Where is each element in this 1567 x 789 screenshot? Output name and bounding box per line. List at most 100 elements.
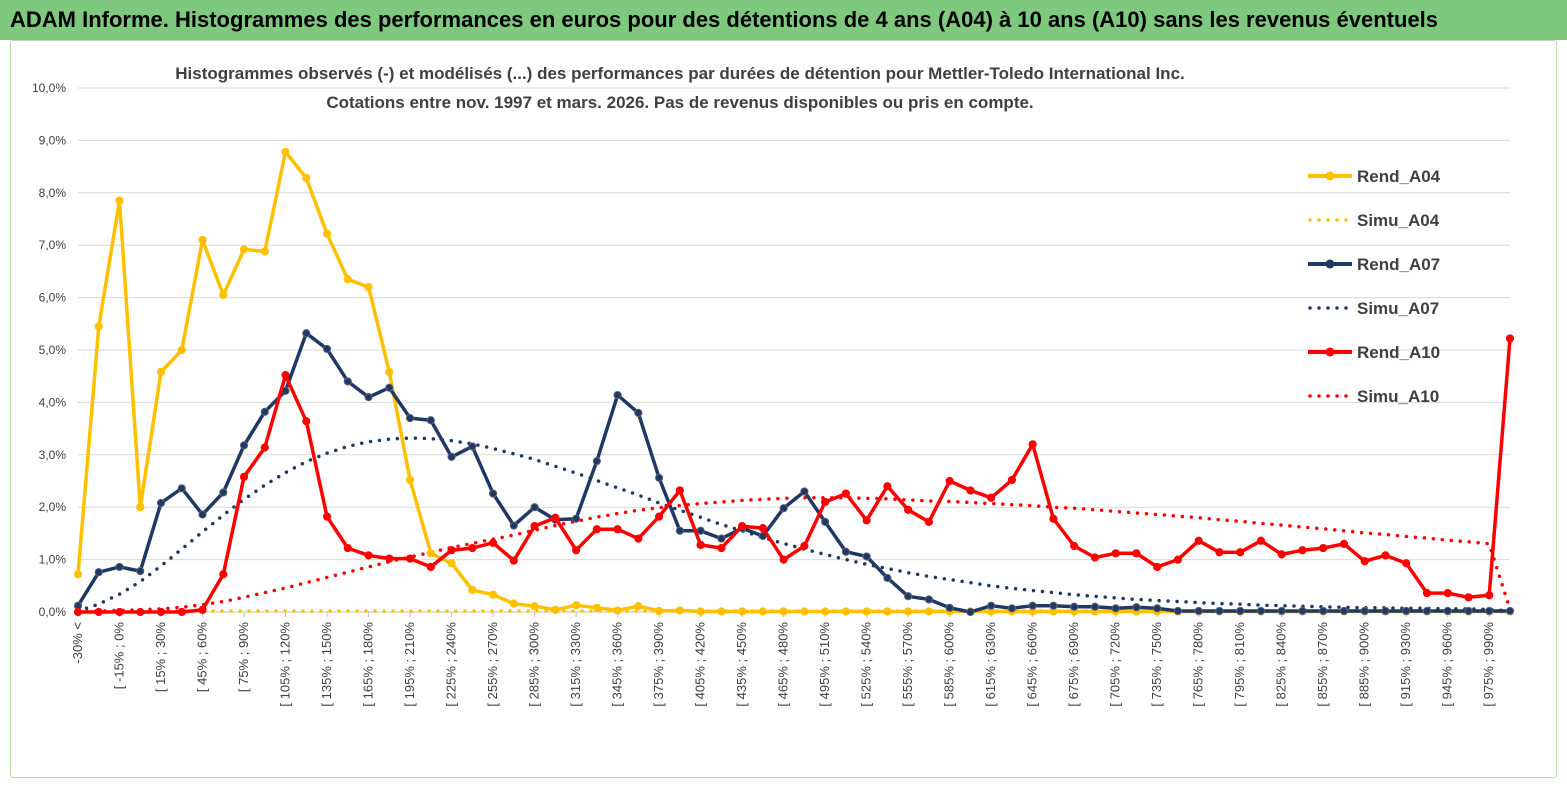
data-point	[488, 489, 498, 498]
data-point	[592, 456, 601, 466]
x-tick-label: [ 105% ; 120%	[278, 622, 293, 707]
data-point	[322, 344, 332, 354]
series-line	[76, 150, 1510, 614]
data-point	[1111, 604, 1120, 613]
data-point	[758, 524, 767, 533]
legend: Rend_A04 Simu_A04 Rend_A07 Simu_A07 Rend_A10…	[1308, 167, 1441, 406]
data-point	[426, 416, 435, 425]
data-point	[1319, 543, 1328, 553]
x-tick-label: [ 135% ; 150%	[319, 622, 334, 707]
data-point	[1422, 589, 1432, 598]
x-tick-label: [ -15% ; 0%	[112, 622, 127, 690]
data-point	[924, 595, 933, 604]
data-point	[841, 547, 850, 556]
data-point	[1194, 536, 1203, 545]
data-point	[302, 174, 311, 183]
data-point	[613, 525, 622, 534]
data-point	[343, 543, 352, 553]
data-point	[613, 606, 622, 615]
data-point	[530, 503, 539, 512]
data-point	[966, 607, 975, 617]
legend-label: Simu_A10	[1357, 387, 1439, 406]
data-point	[156, 498, 166, 508]
data-point	[343, 377, 352, 386]
data-point	[115, 607, 124, 617]
chart-title-line: Cotations entre nov. 1997 et mars. 2026.…	[326, 93, 1033, 112]
data-point	[634, 602, 643, 611]
data-point	[966, 486, 975, 495]
data-point	[281, 371, 290, 380]
x-tick-label: [ 855% ; 870%	[1315, 622, 1330, 707]
x-tick-label: [ 915% ; 930%	[1398, 622, 1413, 707]
x-tick-label: [ 75% ; 90%	[236, 622, 251, 693]
data-point	[1173, 555, 1183, 564]
data-point	[1132, 603, 1141, 612]
data-point	[364, 393, 373, 402]
data-point	[1360, 606, 1369, 616]
data-point	[1339, 606, 1349, 616]
data-point	[1215, 606, 1224, 616]
data-point	[468, 585, 477, 595]
y-tick-label: 6,0%	[39, 291, 67, 305]
x-tick-label: [ 795% ; 810%	[1232, 622, 1247, 707]
legend-label: Simu_A07	[1357, 299, 1439, 318]
data-point	[862, 552, 871, 561]
series-simu-a10	[76, 496, 1512, 613]
data-point	[841, 489, 850, 498]
data-point	[1256, 536, 1266, 545]
data-point	[405, 554, 415, 563]
data-point	[1049, 601, 1058, 610]
data-point	[447, 546, 456, 555]
data-point	[1485, 591, 1494, 600]
data-point	[800, 541, 809, 551]
y-tick-label: 2,0%	[39, 500, 67, 514]
x-tick-label: [ 975% ; 990%	[1481, 622, 1496, 707]
data-point	[281, 147, 290, 157]
data-point	[1277, 550, 1286, 559]
data-point	[509, 521, 518, 530]
data-point	[94, 568, 103, 577]
x-tick-label: [ 405% ; 420%	[693, 622, 708, 707]
series-line	[76, 496, 1512, 613]
data-point	[717, 607, 726, 616]
data-point	[385, 367, 394, 377]
y-tick-label: 0,0%	[39, 605, 67, 619]
data-point	[1070, 541, 1079, 551]
data-point	[447, 452, 456, 461]
data-point	[738, 607, 747, 616]
data-point	[115, 562, 124, 572]
data-point	[1007, 604, 1017, 613]
data-point	[115, 196, 124, 205]
data-point	[1173, 606, 1183, 616]
data-point	[322, 512, 332, 521]
data-point	[509, 599, 518, 608]
y-tick-label: 9,0%	[39, 133, 67, 147]
legend-marker	[1325, 171, 1335, 181]
legend-label: Rend_A10	[1357, 343, 1440, 362]
data-point	[675, 526, 684, 535]
data-point	[1360, 557, 1369, 566]
data-point	[468, 543, 477, 553]
x-tick-label: [ 705% ; 720%	[1108, 622, 1123, 707]
data-point	[1402, 606, 1411, 616]
y-tick-label: 5,0%	[39, 343, 67, 357]
data-point	[1277, 606, 1286, 616]
data-point	[73, 570, 83, 579]
data-point	[1339, 539, 1349, 548]
data-point	[177, 345, 186, 355]
data-point	[738, 521, 747, 531]
data-point	[509, 556, 518, 565]
data-point	[488, 590, 498, 599]
data-point	[987, 493, 996, 502]
x-tick-label: [ 525% ; 540%	[859, 622, 874, 707]
data-point	[1090, 553, 1100, 562]
data-point	[302, 417, 311, 426]
y-tick-label: 1,0%	[39, 553, 67, 567]
series-line	[76, 331, 1510, 614]
data-point	[1464, 606, 1473, 616]
data-point	[364, 551, 373, 560]
data-point	[177, 484, 186, 493]
data-point	[779, 504, 788, 513]
x-tick-label: [ 45% ; 60%	[195, 622, 210, 693]
data-point	[73, 607, 83, 617]
